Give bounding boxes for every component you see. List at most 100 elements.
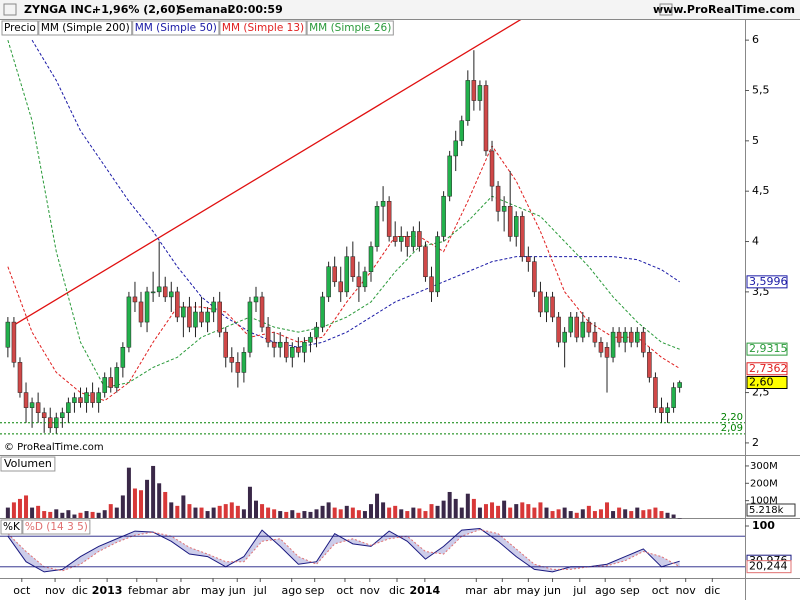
volume-bar [199, 507, 204, 518]
candle-body [277, 341, 283, 348]
candle-body [477, 85, 483, 101]
candle-body [405, 236, 410, 247]
candle-body [501, 206, 507, 212]
volume-bar [229, 502, 234, 518]
x-tick-label: dic [389, 584, 405, 597]
volume-bar [586, 505, 591, 518]
x-tick-label: oct [336, 584, 354, 597]
volume-bar [60, 512, 65, 518]
candle-body [489, 150, 495, 187]
volume-bar [36, 505, 41, 518]
volume-bar [532, 507, 537, 518]
volume-bar [477, 507, 482, 518]
candle-body [628, 331, 634, 343]
candle-body [132, 296, 138, 303]
x-tick-label: jun [543, 584, 561, 597]
legend-entry: %K [3, 521, 21, 533]
volume-bar [139, 490, 144, 518]
candle-body [616, 331, 622, 343]
candle-body [453, 140, 458, 157]
volume-bar [598, 509, 603, 518]
candle-body [653, 377, 658, 408]
candle-body [556, 316, 561, 343]
candle-body [259, 296, 265, 328]
volume-bar [145, 479, 150, 518]
volume-bar [605, 502, 610, 518]
volume-bar [272, 509, 277, 518]
x-tick-label: mar [146, 584, 168, 597]
y-tick-label: 6 [752, 33, 759, 46]
volume-bar [296, 512, 301, 518]
volume-bar [278, 511, 283, 518]
legend-box [306, 20, 394, 36]
candle-body [526, 256, 531, 262]
y-tick-label: 2 [752, 436, 759, 449]
candle-body [114, 367, 120, 388]
y-tick-label: 4,5 [752, 184, 770, 197]
last-value: 2,7362 [749, 362, 788, 375]
candle-body [659, 407, 664, 413]
candle-body [108, 377, 114, 388]
candle-body [610, 331, 616, 358]
copyright: © ProRealTime.com [4, 442, 104, 453]
candle-body [156, 286, 162, 293]
icon[interactable] [3, 3, 17, 16]
last-value: 20,244 [749, 560, 788, 573]
candle-body [635, 331, 640, 343]
volume-bar [393, 505, 398, 518]
candle-body [604, 347, 610, 358]
candle-body [550, 296, 555, 318]
icon[interactable] [659, 3, 673, 16]
candle-body [84, 392, 89, 403]
candle-body [665, 407, 670, 413]
legend-entry: MM (Simple 26) [309, 22, 391, 34]
candle-body [223, 331, 228, 358]
volume-bar [344, 505, 349, 518]
volume-bar [423, 511, 428, 518]
legend-box [1, 20, 39, 36]
volume-bar [157, 483, 162, 518]
volume-bar [465, 493, 470, 518]
volume-bar [459, 507, 464, 518]
volume-bar [126, 467, 131, 518]
candle-body [647, 352, 652, 378]
last-value-box [746, 503, 796, 517]
volume-bar [72, 514, 77, 518]
candle-body [562, 331, 567, 343]
volume-bar [677, 517, 682, 519]
candle-body [169, 291, 174, 298]
legend-entry: %D (14 3 5) [25, 521, 88, 533]
legend-box [219, 20, 307, 36]
candle-body [447, 155, 452, 197]
candle-body [429, 276, 434, 293]
candle-body [598, 341, 604, 353]
volume-bar [260, 504, 265, 518]
x-tick-label: jul [253, 584, 267, 597]
legend-box [0, 456, 56, 472]
candle-body [96, 392, 101, 403]
volume-bar [5, 507, 10, 518]
volume-bar [187, 504, 192, 518]
volume-bar [635, 507, 640, 518]
x-tick-label: nov [360, 584, 381, 597]
candle-body [411, 231, 416, 247]
volume-bar [483, 504, 488, 518]
volume-bar [508, 507, 513, 518]
candle-body [284, 341, 289, 358]
volume-bar [108, 504, 113, 518]
volume-bar [11, 502, 16, 518]
candle-body [592, 331, 598, 343]
candle-body [271, 341, 277, 348]
x-tick-label: jul [572, 584, 586, 597]
volume-bar [175, 505, 180, 518]
x-tick-label: abr [172, 584, 191, 597]
volume-bar [302, 511, 307, 518]
y-tick-label: 100 [752, 519, 775, 532]
volume-bar [241, 509, 246, 518]
last-value-box [746, 342, 788, 356]
volume-bar [629, 511, 634, 518]
x-tick-label: sep [305, 584, 324, 597]
x-tick-label: nov [676, 584, 697, 597]
volume-bar [314, 509, 319, 518]
y-tick-label: 300M [750, 461, 778, 472]
